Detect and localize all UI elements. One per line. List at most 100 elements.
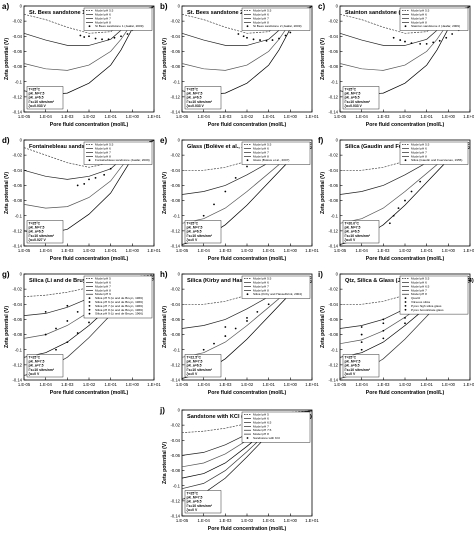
- legend-entry: Model pH 7: [411, 288, 427, 292]
- params-box: T=25°CpK_M=7.5pK_a=6.5Γs=10 sites/nm²ζo=…: [342, 86, 380, 110]
- x-tick-label: 1.E-01: [262, 382, 275, 387]
- data-point: [432, 41, 435, 44]
- y-tick-label: -0.12: [12, 362, 22, 367]
- y-tick-label: -0.1: [173, 213, 181, 218]
- legend-entry: Model pH 8: [411, 292, 427, 296]
- legend-entry: Model pH 7: [253, 16, 269, 20]
- params-entry: T=25°C: [187, 88, 199, 92]
- y-tick-label: 0: [178, 4, 181, 9]
- y-tick-label: -0.1: [173, 483, 181, 488]
- y-tick-label: -0.02: [170, 287, 180, 292]
- data-point: [267, 303, 270, 306]
- legend-marker: [88, 25, 91, 28]
- params-entry: pK_M=7.5: [187, 496, 203, 500]
- y-tick-label: -0.14: [328, 110, 338, 115]
- params-box: T=20.0°CpK_M=7.5pK_a=6.5Γs=10 sites/nm²ζ…: [342, 220, 380, 244]
- legend-entry: Model pH 5: [253, 413, 269, 417]
- data-point: [289, 31, 292, 34]
- params-entry: pK_M=7.5: [187, 92, 203, 96]
- y-tick-label: 0: [178, 408, 181, 413]
- y-tick-label: -0.12: [328, 362, 338, 367]
- data-point: [392, 36, 395, 39]
- y-tick-label: -0.08: [12, 64, 22, 69]
- y-tick-label: -0.02: [328, 287, 338, 292]
- legend-entry: Model pH 8: [411, 154, 427, 158]
- params-entry: Γs=10 sites/nm²: [29, 234, 55, 238]
- legend-entry: Model pH 7: [95, 150, 111, 154]
- params-entry: T=25°C: [29, 356, 41, 360]
- y-tick-label: -0.1: [15, 347, 23, 352]
- x-tick-label: 1.E-01: [262, 518, 275, 523]
- legend-entry: Sandstone with KCl: [253, 436, 280, 440]
- legend-entry: Model pH 8: [95, 288, 111, 292]
- params-box: T=25°CpK_M=7.5pK_a=6.5Γs=10 sites/nm²ζo=…: [184, 220, 222, 244]
- data-point: [213, 342, 215, 345]
- data-point: [107, 38, 110, 41]
- legend-entry: Silica pH 9 (Li and de Bruyn, 1966): [95, 312, 143, 316]
- x-tick-label: 1.E+00: [126, 114, 140, 119]
- x-tick-label: 1.E-02: [83, 248, 96, 253]
- y-tick-label: -0.06: [328, 317, 338, 322]
- legend-marker: [88, 312, 91, 315]
- panel-letter: g): [2, 270, 10, 279]
- params-entry: pK_a=6.5: [345, 96, 360, 100]
- x-tick-label: 1.E-02: [399, 114, 412, 119]
- legend-entry: Stainton sandstone 2 (Jaafar, 2009): [411, 24, 460, 28]
- legend-entry: Model pH 7: [411, 16, 427, 20]
- params-entry: T=25°C: [345, 356, 357, 360]
- x-tick-label: 1.E-04: [197, 248, 210, 253]
- y-tick-label: -0.04: [328, 34, 338, 39]
- data-point: [79, 34, 82, 37]
- legend-entry: Fontainebleau sandstone (Jaafar, 2009): [95, 158, 150, 162]
- legend-box: [399, 275, 469, 315]
- legend-entry: Model pH 5: [95, 277, 111, 281]
- x-tick-label: 1.E-03: [219, 114, 232, 119]
- y-axis-label: Zeta potential (V): [320, 306, 326, 348]
- y-tick-label: -0.04: [12, 302, 22, 307]
- data-point: [234, 327, 237, 330]
- params-frame: [342, 220, 380, 244]
- panel-letter: h): [160, 270, 168, 279]
- legend-entry: Model pH 5.5: [411, 277, 430, 281]
- x-tick-label: 1.E-02: [241, 518, 254, 523]
- panel-title: Glass (Bolève et al., 2007): [187, 144, 256, 150]
- legend-entry: Silica pH 6 (Li and de Bruyn, 1966): [95, 300, 143, 304]
- x-tick-label: 1.E+00: [442, 248, 456, 253]
- data-point: [265, 39, 268, 42]
- y-tick-label: -0.02: [12, 19, 22, 24]
- legend-entry: Pyrex borosilicate glass: [411, 308, 444, 312]
- x-tick-label: 1.E-01: [104, 248, 117, 253]
- y-tick-label: -0.04: [12, 34, 22, 39]
- panel-letter: j): [159, 406, 165, 415]
- data-point: [202, 214, 205, 217]
- legend-entry: Silica pH 5 (Li and de Bruyn, 1966): [95, 296, 143, 300]
- data-point: [76, 310, 79, 313]
- legend-entry: Model pH 6: [95, 281, 111, 285]
- panel-letter: b): [160, 2, 168, 11]
- x-tick-label: 1.E+00: [126, 248, 140, 253]
- params-frame: [184, 354, 222, 378]
- data-point: [88, 178, 90, 181]
- params-entry: ζo=0.033 V: [29, 104, 47, 108]
- legend-box: [83, 275, 153, 319]
- params-entry: T=20.0°C: [345, 222, 360, 226]
- y-axis-label: Zeta potential (V): [4, 306, 10, 348]
- legend-entry: Model pH 6: [95, 13, 111, 17]
- x-tick-label: 1.E+00: [284, 518, 298, 523]
- params-entry: ζo=0 V: [29, 372, 40, 376]
- panel-j: j) 0-0.02-0.04-0.06-0.08-0.1-0.12-0.141.E…: [159, 406, 319, 532]
- legend-entry: Model pH 5.5: [253, 143, 272, 147]
- legend-entry: Model pH 6: [411, 13, 427, 17]
- data-point: [246, 165, 248, 168]
- params-entry: pK_a=6.5: [187, 364, 202, 368]
- legend-marker: [404, 308, 407, 311]
- x-tick-label: 1.E-05: [18, 248, 31, 253]
- data-point: [259, 39, 261, 41]
- legend-entry: Model pH 5.5: [95, 9, 114, 13]
- y-tick-label: -0.02: [12, 153, 22, 158]
